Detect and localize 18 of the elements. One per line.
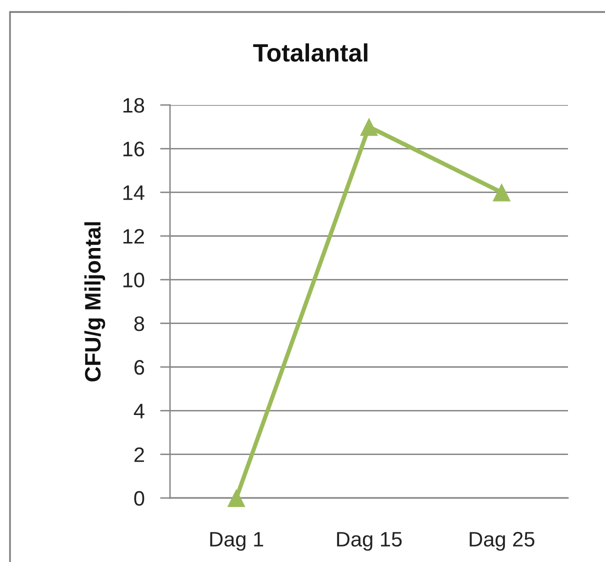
y-axis-title: CFU/g Miljontal: [84, 222, 106, 382]
point: [492, 183, 511, 202]
y-tick-label: 14: [123, 186, 144, 200]
point: [360, 118, 378, 136]
y-tick-label: 8: [134, 316, 144, 332]
y-tick-label: 12: [123, 229, 144, 244]
y-tick-label: 4: [134, 404, 144, 418]
y-tick-label: 6: [134, 360, 144, 375]
y-tick-label: 2: [134, 447, 144, 462]
y-tick-label: 0: [134, 491, 144, 506]
y-tick-label: 10: [123, 272, 144, 288]
x-tick-label: Dag 1: [210, 532, 264, 551]
chart-title: Totalantal: [253, 43, 368, 62]
y-tick-label: 16: [123, 142, 144, 156]
y-tick-label: 18: [123, 98, 144, 113]
x-tick-label: Dag 25: [470, 532, 534, 551]
point: [227, 488, 246, 508]
x-tick-label: Dag 15: [337, 532, 402, 551]
